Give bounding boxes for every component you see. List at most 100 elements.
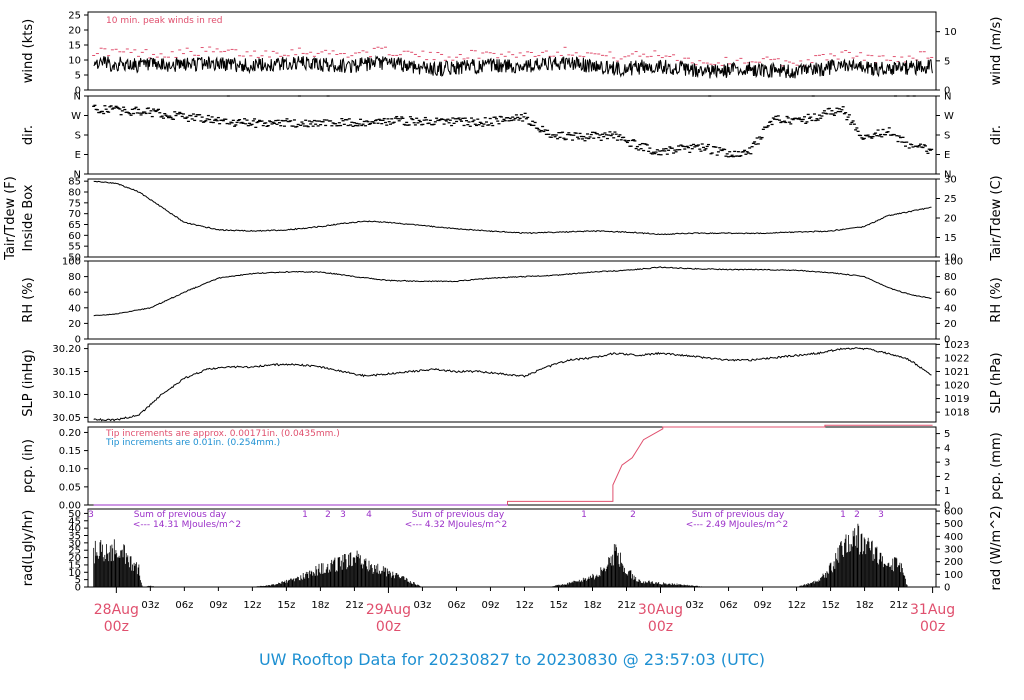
wind-left-tick-label: 20 [68,26,81,37]
slp-left-tick-label: 30.05 [52,413,81,424]
x-hour-label: 12z [515,600,533,611]
temp-left-tick-label: 65 [68,220,81,231]
rad-left-tick-label: 25 [68,546,81,557]
x-hour-label: 09z [754,600,772,611]
rad-right-tick-label: 0 [944,583,950,594]
x-hour-label: 18z [311,600,329,611]
rad-panel: 051015202530354045500100200300400500600r… [21,506,1004,594]
x-day-time-label: 00z [104,619,129,635]
rh-left-axis-label: RH (%) [21,277,36,322]
wind-right-axis-label: wind (m/s) [989,17,1004,86]
pcp-right-tick-label: 5 [944,429,950,440]
rad-sum-value: <--- 4.32 MJoules/m^2 [405,520,507,530]
dir-left-tick-label: E [75,150,81,161]
rad-left-tick-label: 50 [68,509,81,520]
dir-right-tick-label: W [944,111,954,122]
pcp-panel-frame [87,426,937,506]
slp-right-tick-label: 1022 [944,353,969,364]
wind-left-tick-label: 0 [75,86,81,97]
chart-title: UW Rooftop Data for 20230827 to 20230830… [259,650,765,669]
rh-panel: 0 20 40 60 80 100 0 20 40 60 80 100 RH (%) RH (%) [21,257,1004,346]
x-hour-label: 15z [277,600,295,611]
temp-left-axis-label: Tair/Tdew (F) [3,176,18,261]
dir-right-axis-label: dir. [989,125,1004,145]
wind-left-tick-label: 10 [68,56,81,67]
rh-left-tick-label: 100 [62,257,81,268]
dir-right-tick-label: N [944,92,951,103]
temp-right-tick-label: 20 [944,214,957,225]
x-hour-label: 21z [345,600,363,611]
rh-left-tick-label: 20 [68,319,81,330]
wind-left-tick-label: 15 [68,41,81,52]
x-axis: 03z 06z 09z 12z 15z 18z 21z 03z 06z 09z 12z 15z 18z 2… [94,587,955,635]
slp-right-tick-label: 1020 [944,381,969,392]
pcp-tip-note-2: Tip increments are 0.01in. (0.254mm.) [105,438,280,448]
x-day-label: 30Aug [638,602,683,618]
rad-left-tick-label: 40 [68,524,81,535]
rh-right-tick-label: 20 [944,319,957,330]
rad-sum-label: Sum of previous day [692,510,785,520]
rh-left-tick-label: 60 [68,288,81,299]
x-hour-label: 06z [720,600,738,611]
rad-left-tick-label: 10 [68,568,81,579]
temp-right-tick-label: 15 [944,233,957,244]
pcp-left-tick-label: 0.20 [59,428,81,439]
rh-panel-frame [87,260,937,340]
wind-right-tick-label: 0 [944,86,950,97]
slp-right-tick-label: 1021 [944,367,969,378]
temp-left-tick-label: 80 [68,188,81,199]
pcp-left-tick-label: 0.10 [59,464,81,475]
slp-left-tick-label: 30.10 [52,390,81,401]
rad-sum-value: <--- 2.49 MJoules/m^2 [686,520,788,530]
x-hour-label: 18z [583,600,601,611]
rad-left-tick-label: 45 [68,516,81,527]
rad-marker: 3 [340,510,346,520]
wind-left-tick-label: 5 [75,71,81,82]
wind-peak-note: 10 min. peak winds in red [106,16,223,26]
pcp-right-axis-label: pcp. (mm) [989,432,1004,499]
rad-right-tick-label: 200 [944,557,963,568]
x-hour-label: 12z [788,600,806,611]
x-day-label: 29Aug [366,602,411,618]
dir-left-tick-label: N [74,170,81,181]
temp-left-tick-label: 50 [68,253,81,264]
x-hour-label: 09z [481,600,499,611]
temp-left-tick-label: 75 [68,198,81,209]
x-hour-label: 18z [856,600,874,611]
wind-left-tick-label: 25 [68,11,81,22]
rh-line [93,266,932,317]
pcp-right-tick-label: 4 [944,443,950,454]
pcp-left-tick-label: 0.00 [59,501,81,512]
slp-right-tick-label: 1019 [944,394,969,405]
rad-right-tick-label: 300 [944,545,963,556]
dir-right-tick-label: E [944,150,950,161]
temp-right-axis-label: Tair/Tdew (C) [989,175,1004,261]
pcp-left-tick-label: 0.05 [59,482,81,493]
temp-left-tick-label: 85 [68,177,81,188]
temp-right-tick-label: 25 [944,194,957,205]
rad-right-tick-label: 100 [944,570,963,581]
wind-right-tick-label: 10 [944,27,957,38]
dir-right-tick-label: N [944,170,951,181]
rad-left-tick-label: 15 [68,560,81,571]
x-hour-label: 03z [141,600,159,611]
x-day-time-label: 00z [648,619,673,635]
rad-marker: 2 [854,510,860,520]
rad-right-tick-label: 500 [944,519,963,530]
x-hour-label: 21z [890,600,908,611]
rad-marker: 2 [325,510,331,520]
x-hour-label: 21z [618,600,636,611]
rad-sum-label: Sum of previous day [134,510,227,520]
rad-marker: 1 [840,510,846,520]
rad-right-axis-label: rad (W/m^2) [989,506,1004,591]
x-day-time-label: 00z [920,619,945,635]
temp-line [93,180,932,236]
rh-left-tick-label: 40 [68,303,81,314]
x-hour-label: 12z [243,600,261,611]
rh-left-tick-label: 0 [75,335,81,346]
x-hour-label: 15z [549,600,567,611]
rh-right-tick-label: 100 [944,257,963,268]
